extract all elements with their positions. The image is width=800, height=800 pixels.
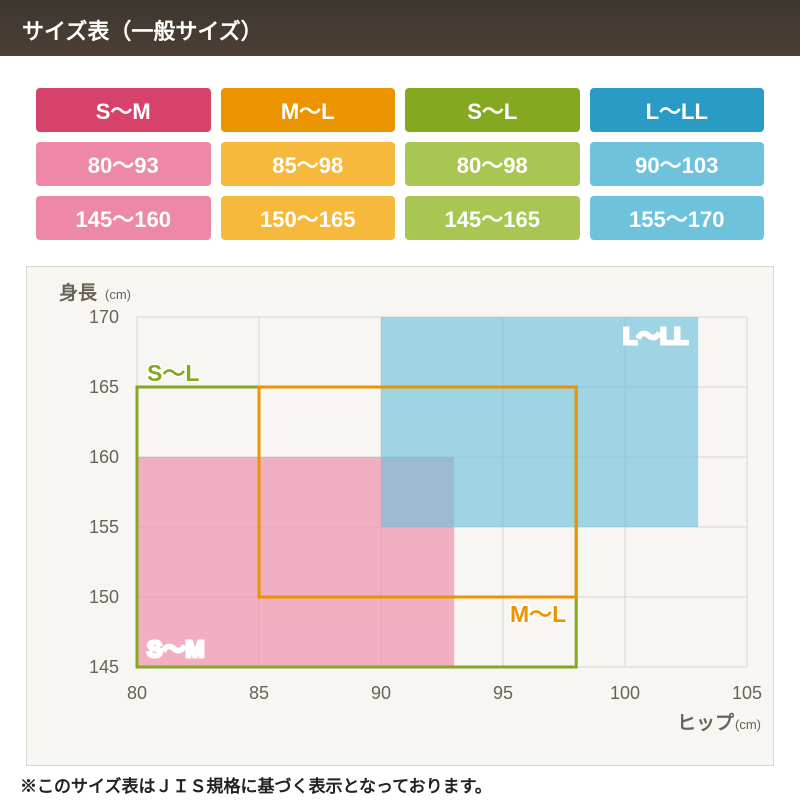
y-tick: 160 [89, 447, 119, 467]
size-cell-lll-hip: 90～103 [590, 142, 765, 186]
y-axis-label: 身長 [59, 281, 98, 304]
size-cell-sm-height: 145～160 [36, 196, 211, 240]
x-axis-label: ヒップ [677, 711, 735, 734]
x-tick: 100 [610, 683, 640, 703]
size-chart: S～M L～LL S～L M～L 80 85 90 95 100 105 145 150 155 160 1… [27, 267, 773, 765]
x-tick: 85 [249, 683, 269, 703]
x-axis-unit: (cm) [735, 717, 761, 732]
size-cell-ml-height: 150～165 [221, 196, 396, 240]
size-cell-lll-height: 155～170 [590, 196, 765, 240]
x-tick: 105 [732, 683, 762, 703]
size-header-lll: L～LL [590, 88, 765, 132]
region-label: S～L [147, 360, 199, 386]
page-header: サイズ表（一般サイズ） [0, 0, 800, 56]
footnote: ※このサイズ表はＪＩＳ規格に基づく表示となっております。 [20, 772, 780, 797]
size-table: S～MM～LS～LL～LL80～9385～9880～9890～103145～16… [26, 78, 774, 250]
x-tick: 80 [127, 683, 147, 703]
size-header-sm: S～M [36, 88, 211, 132]
x-tick: 95 [493, 683, 513, 703]
size-header-sl: S～L [405, 88, 580, 132]
x-tick: 90 [371, 683, 391, 703]
region-label: S～M [147, 636, 205, 662]
region-label: M～L [510, 601, 566, 627]
page-title: サイズ表（一般サイズ） [22, 19, 263, 44]
size-table-container: S～MM～LS～LL～LL80～9385～9880～9890～103145～16… [0, 56, 800, 258]
y-tick: 145 [89, 657, 119, 677]
size-cell-sl-hip: 80～98 [405, 142, 580, 186]
y-axis-unit: (cm) [105, 287, 131, 302]
y-tick: 165 [89, 377, 119, 397]
y-tick: 170 [89, 307, 119, 327]
size-chart-container: S～M L～LL S～L M～L 80 85 90 95 100 105 145 150 155 160 1… [26, 266, 774, 766]
size-header-ml: M～L [221, 88, 396, 132]
y-tick: 155 [89, 517, 119, 537]
size-cell-ml-hip: 85～98 [221, 142, 396, 186]
y-tick: 150 [89, 587, 119, 607]
size-cell-sl-height: 145～165 [405, 196, 580, 240]
region-label: L～LL [623, 323, 688, 349]
size-cell-sm-hip: 80～93 [36, 142, 211, 186]
